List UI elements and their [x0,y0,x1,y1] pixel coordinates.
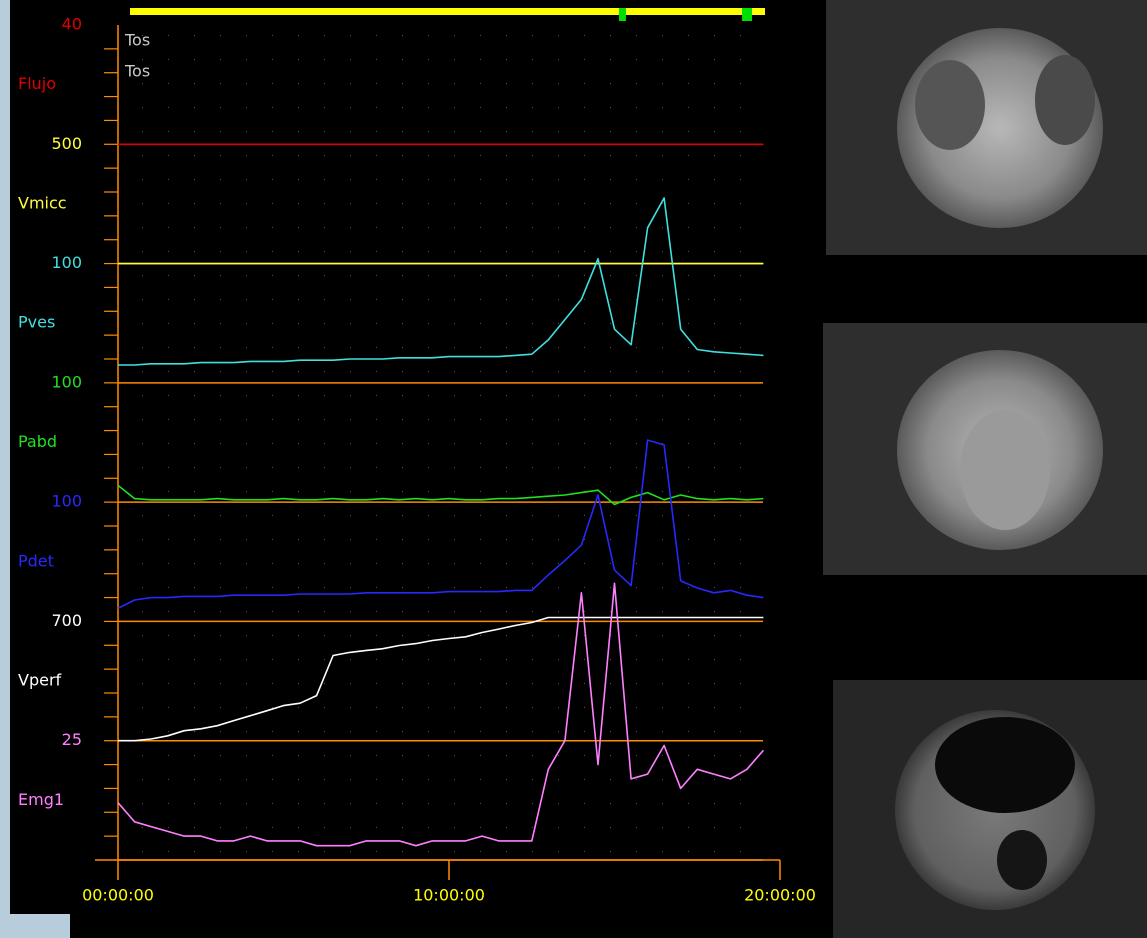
scale-label: 700 [51,611,82,630]
scale-label: 500 [51,134,82,153]
x-tick-label: 20:00:00 [744,886,816,905]
channel-name: Pabd [18,432,57,451]
left-strip [0,0,10,938]
bottom-strip [0,914,70,938]
dot-grid [118,25,763,860]
xray-panel [823,323,1147,575]
xray-panel [833,680,1147,938]
event-marker [619,8,626,21]
channel-name: Vperf [18,671,62,690]
progress-bar [130,8,765,15]
screen: Tos Tos 00:00:00 10:00:00 20:00:00 40 Flujo 5… [0,0,1147,938]
scale-label: 40 [62,15,82,34]
channel-name: Flujo [18,74,56,93]
page: Tos Tos 00:00:00 10:00:00 20:00:00 40 Flujo 5… [0,0,1147,938]
scale-label: 100 [51,253,82,272]
channel-name: Pdet [18,551,54,570]
scale-label: 25 [62,730,82,749]
x-tick-label: 00:00:00 [82,886,154,905]
x-tick-label: 10:00:00 [413,886,485,905]
channel-name: Emg1 [18,790,64,809]
event-marker [742,8,752,21]
scale-label: 100 [51,372,82,391]
scale-label: 100 [51,492,82,511]
channel-name: Pves [18,313,55,332]
channel-name: Vmicc [18,193,67,212]
xray-panel [826,0,1147,255]
annotation: Tos [124,31,150,50]
annotation: Tos [124,62,150,81]
